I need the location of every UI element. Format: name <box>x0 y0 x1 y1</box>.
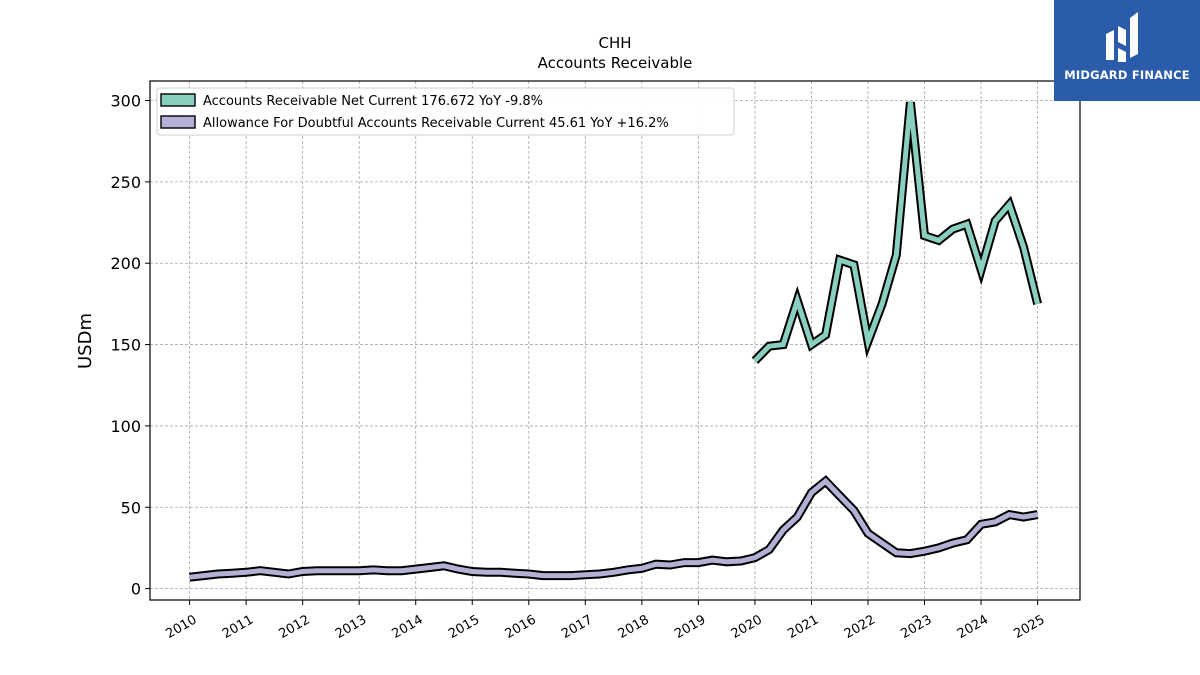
logo-text: MIDGARD FINANCE <box>1064 68 1190 82</box>
chart-subtitle: Accounts Receivable <box>538 54 693 72</box>
logo: MIDGARD FINANCE <box>1054 0 1200 101</box>
y-tick-label: 0 <box>131 580 141 599</box>
y-axis-label: USDm <box>75 313 96 369</box>
series-line-outline <box>189 475 1039 582</box>
x-tick-label: 2010 <box>163 612 199 642</box>
y-tick-label: 200 <box>110 254 141 273</box>
x-tick-label: 2022 <box>842 612 878 642</box>
x-tick-label: 2019 <box>672 612 708 642</box>
x-tick-label: 2018 <box>616 612 652 642</box>
y-tick-label: 300 <box>110 92 141 111</box>
series-lines <box>189 101 1042 582</box>
legend-swatch <box>160 93 196 107</box>
x-axis-ticks: 2010 2011 2012 2013 2014 2015 2016 2017 2018 2019… <box>163 600 1048 642</box>
midgard-logo-icon <box>1106 12 1138 62</box>
x-tick-label: 2023 <box>898 612 934 642</box>
x-tick-label: 2012 <box>276 612 312 642</box>
x-tick-label: 2015 <box>446 612 482 642</box>
series-line <box>189 477 1039 580</box>
x-tick-label: 2021 <box>785 612 821 642</box>
legend: Accounts Receivable Net Current 176.672 … <box>156 87 735 136</box>
y-tick-label: 50 <box>121 498 141 517</box>
x-tick-label: 2011 <box>220 612 256 642</box>
series-line <box>753 101 1041 363</box>
chart-title: CHH <box>598 34 631 52</box>
legend-box <box>156 87 735 136</box>
y-axis-ticks: 0 50 100 150 200 250 300 <box>110 92 150 599</box>
y-tick-label: 150 <box>110 336 141 355</box>
x-tick-label: 2020 <box>729 612 765 642</box>
x-tick-label: 2025 <box>1011 612 1047 642</box>
y-tick-label: 250 <box>110 173 141 192</box>
y-tick-label: 100 <box>110 417 141 436</box>
legend-swatch <box>160 115 196 129</box>
x-tick-label: 2014 <box>390 612 426 642</box>
x-tick-label: 2013 <box>333 612 369 642</box>
plot-frame <box>149 80 1081 601</box>
x-tick-label: 2017 <box>559 612 595 642</box>
legend-label: Accounts Receivable Net Current 176.672 … <box>203 94 543 109</box>
legend-label: Allowance For Doubtful Accounts Receivab… <box>203 116 669 131</box>
grid <box>150 81 1080 600</box>
x-tick-label: 2024 <box>955 612 991 642</box>
x-tick-label: 2016 <box>503 612 539 642</box>
